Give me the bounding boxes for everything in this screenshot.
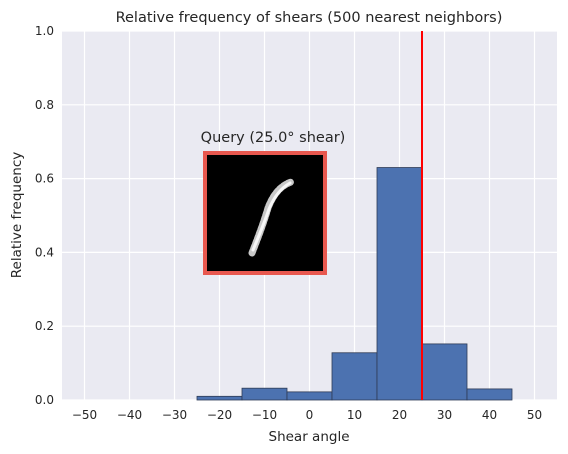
histogram-bar (421, 343, 468, 401)
x-tick-label: 10 (347, 408, 362, 422)
histogram-bar (376, 167, 423, 401)
histogram-bar (241, 387, 288, 401)
x-axis-ticks: −50 −40 −30 −20 −10 0 10 20 30 40 50 (72, 408, 542, 422)
x-tick-label: −30 (162, 408, 187, 422)
chart-title: Relative frequency of shears (500 neares… (116, 10, 503, 26)
x-tick-label: −20 (207, 408, 232, 422)
x-tick-label: 30 (437, 408, 452, 422)
y-tick-label: 0.2 (35, 319, 54, 333)
x-tick-label: −10 (252, 408, 277, 422)
histogram-bars (196, 167, 513, 401)
histogram-bar (286, 391, 333, 401)
histogram-bar (466, 388, 513, 401)
y-tick-label: 0.4 (35, 245, 54, 259)
x-tick-label: 0 (306, 408, 314, 422)
histogram-bar (196, 395, 243, 401)
y-tick-label: 1.0 (35, 24, 54, 38)
x-tick-label: −50 (72, 408, 97, 422)
y-axis-ticks: 0.0 0.2 0.4 0.6 0.8 1.0 (35, 24, 54, 407)
y-tick-label: 0.0 (35, 393, 54, 407)
x-tick-label: 40 (482, 408, 497, 422)
x-tick-label: 50 (527, 408, 542, 422)
x-axis-label: Shear angle (269, 429, 350, 445)
x-tick-label: 20 (392, 408, 407, 422)
query-annotation: Query (25.0° shear) (201, 130, 346, 146)
x-tick-label: −40 (117, 408, 142, 422)
histogram-bar (331, 352, 378, 401)
query-inset: Query (25.0° shear) (201, 130, 346, 275)
digit-one-image (248, 178, 295, 257)
y-axis-label: Relative frequency (9, 152, 25, 278)
y-tick-label: 0.6 (35, 172, 54, 186)
y-tick-label: 0.8 (35, 98, 54, 112)
